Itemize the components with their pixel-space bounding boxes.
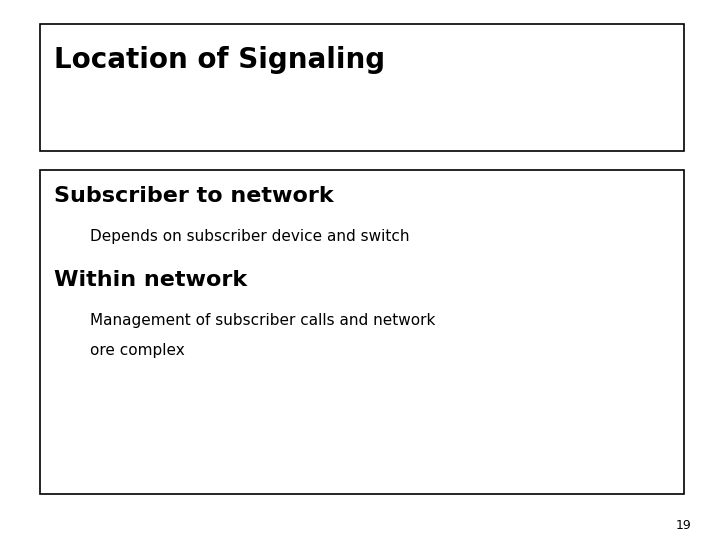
- Text: Depends on subscriber device and switch: Depends on subscriber device and switch: [90, 230, 410, 245]
- Text: Within network: Within network: [54, 270, 247, 290]
- Text: 19: 19: [675, 519, 691, 532]
- Text: Location of Signaling: Location of Signaling: [54, 46, 385, 74]
- FancyBboxPatch shape: [40, 170, 684, 494]
- Text: ore complex: ore complex: [90, 343, 185, 358]
- FancyBboxPatch shape: [40, 24, 684, 151]
- Text: Subscriber to network: Subscriber to network: [54, 186, 333, 206]
- Text: Management of subscriber calls and network: Management of subscriber calls and netwo…: [90, 313, 436, 328]
